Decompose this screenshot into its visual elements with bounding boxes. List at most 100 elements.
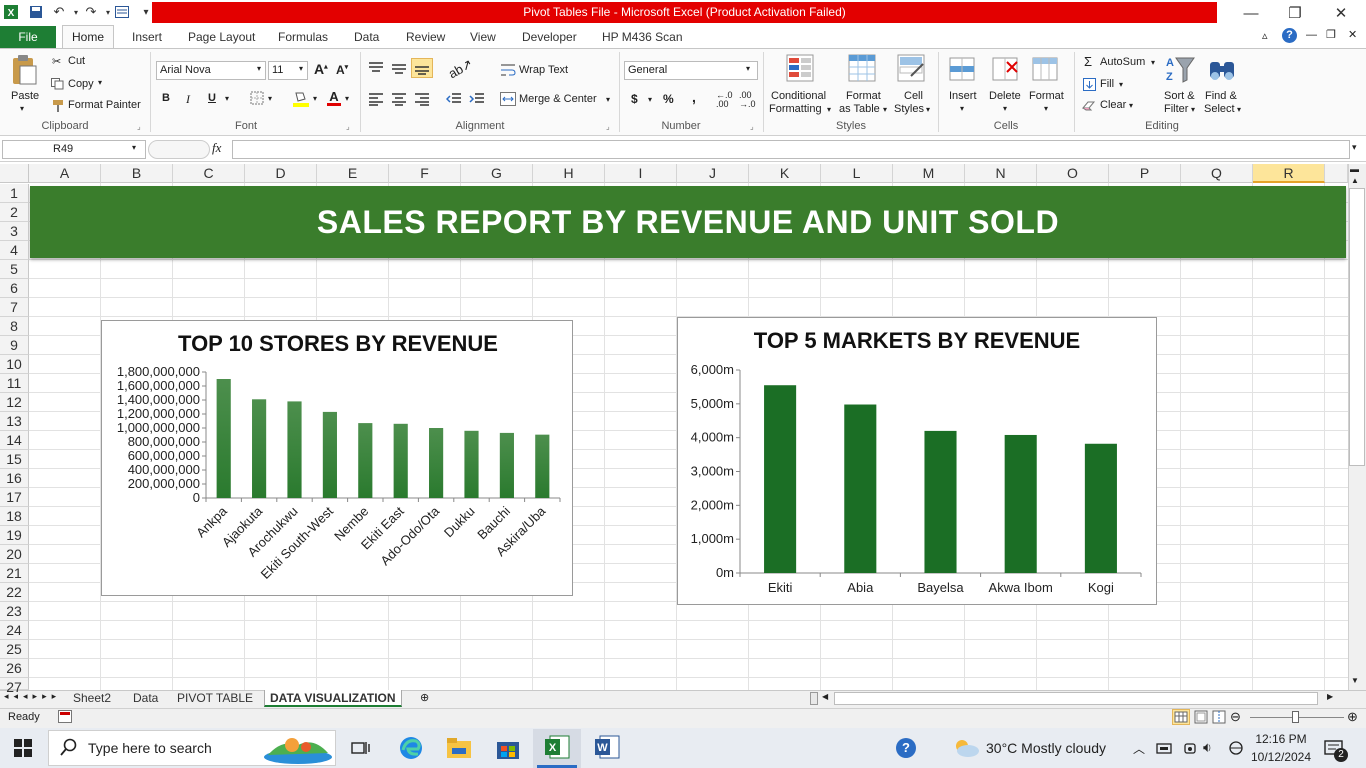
autosum-button[interactable]: AutoSum — [1100, 56, 1146, 68]
row-header[interactable]: 19 — [0, 526, 29, 545]
page-break-view-icon[interactable] — [1212, 710, 1226, 727]
sheet-tab[interactable]: Data — [133, 691, 159, 705]
fill-dropdown-icon[interactable]: ▾ — [1119, 80, 1124, 89]
clear-button[interactable]: Clear — [1100, 99, 1127, 111]
row-header[interactable]: 16 — [0, 469, 29, 488]
row-header[interactable]: 5 — [0, 260, 29, 279]
insert-cells-button[interactable]: Insert — [949, 90, 977, 102]
column-header[interactable]: A — [29, 164, 101, 183]
delete-cells-button[interactable]: Delete — [989, 90, 1021, 102]
weather-text[interactable]: 30°C Mostly cloudy — [986, 740, 1106, 756]
cell-styles-button-line2[interactable]: Styles — [894, 103, 924, 115]
macro-record-icon[interactable] — [58, 710, 72, 726]
scroll-left-icon[interactable]: ◀ — [822, 692, 829, 701]
underline-dropdown-icon[interactable]: ▾ — [225, 94, 230, 103]
conditional-formatting-button-line2[interactable]: Formatting — [769, 103, 822, 115]
format-dropdown-icon[interactable]: ▾ — [1044, 104, 1049, 113]
row-header[interactable]: 15 — [0, 450, 29, 469]
row-header[interactable]: 18 — [0, 507, 29, 526]
sort-filter-dropdown-icon[interactable]: ▾ — [1191, 105, 1196, 114]
column-header[interactable]: B — [101, 164, 173, 183]
font-name-select[interactable]: Arial Nova — [156, 61, 266, 80]
font-size-select[interactable]: 11 — [268, 61, 308, 80]
redo-dropdown-icon[interactable]: ▾ — [105, 7, 110, 17]
merge-center-button[interactable]: Merge & Center — [519, 93, 597, 105]
language-icon[interactable] — [1228, 740, 1244, 759]
align-right-icon[interactable] — [414, 92, 430, 109]
row-header[interactable]: 26 — [0, 659, 29, 678]
number-format-dropdown-icon[interactable]: ▾ — [746, 64, 751, 73]
row-header[interactable]: 24 — [0, 621, 29, 640]
italic-button[interactable]: I — [186, 92, 190, 106]
scroll-right-icon[interactable]: ▶ — [1327, 692, 1334, 701]
clock-date[interactable]: 10/12/2024 — [1250, 750, 1312, 764]
formula-bar-resize-handle[interactable] — [148, 140, 210, 159]
row-header[interactable]: 6 — [0, 279, 29, 298]
comma-button[interactable]: , — [692, 89, 696, 105]
increase-font-icon[interactable]: A▴ — [314, 61, 328, 77]
hscroll-split-handle[interactable] — [810, 692, 818, 705]
scroll-split-icon[interactable]: ▬ — [1350, 164, 1359, 174]
column-header[interactable]: D — [245, 164, 317, 183]
row-header[interactable]: 12 — [0, 393, 29, 412]
row-header[interactable]: 11 — [0, 374, 29, 393]
row-header[interactable]: 22 — [0, 583, 29, 602]
conditional-formatting-button[interactable]: Conditional — [771, 90, 827, 102]
page-layout-view-icon[interactable] — [1194, 710, 1208, 727]
conditional-dropdown-icon[interactable]: ▾ — [827, 105, 832, 114]
clock-time[interactable]: 12:16 PM — [1255, 732, 1307, 746]
column-header[interactable]: P — [1109, 164, 1181, 183]
vertical-scroll-thumb[interactable] — [1349, 188, 1365, 466]
formula-input[interactable] — [232, 140, 1350, 159]
sheet-tab-active[interactable]: DATA VISUALIZATION — [264, 690, 402, 707]
scroll-down-icon[interactable]: ▼ — [1351, 676, 1359, 685]
new-sheet-icon[interactable]: ⊕ — [420, 692, 430, 704]
column-header[interactable]: I — [605, 164, 677, 183]
help-icon[interactable]: ? — [1282, 28, 1297, 43]
notifications-icon[interactable] — [1324, 739, 1346, 762]
find-select-dropdown-icon[interactable]: ▾ — [1237, 105, 1242, 114]
fill-color-dropdown-icon[interactable]: ▾ — [313, 94, 318, 103]
find-select-button-line2[interactable]: Select — [1204, 103, 1235, 115]
column-header[interactable]: E — [317, 164, 389, 183]
redo-icon[interactable]: ↷ — [85, 4, 97, 19]
name-box[interactable]: R49 — [2, 140, 146, 159]
format-as-table-button[interactable]: Format — [846, 90, 881, 102]
tab-hp-scan[interactable]: HP M436 Scan — [602, 30, 683, 44]
increase-decimal-icon[interactable]: ←.0.00 — [716, 90, 733, 109]
tab-formulas[interactable]: Formulas — [278, 30, 329, 44]
column-header[interactable]: C — [173, 164, 245, 183]
number-launcher-icon[interactable]: ⌟ — [750, 122, 754, 131]
row-header[interactable]: 2 — [0, 203, 29, 222]
excel-taskbar-icon[interactable]: X — [544, 735, 570, 762]
show-hidden-icons-icon[interactable]: ︿ — [1133, 742, 1146, 756]
customize-qat-icon[interactable]: ▾ — [143, 6, 149, 18]
word-taskbar-icon[interactable]: W — [594, 735, 620, 762]
decrease-decimal-icon[interactable]: .00 →.0 — [739, 90, 756, 109]
save-icon[interactable] — [27, 3, 45, 21]
align-top-icon[interactable] — [368, 61, 384, 78]
row-header[interactable]: 14 — [0, 431, 29, 450]
zoom-in-icon[interactable]: ⊕ — [1347, 709, 1358, 724]
minimize-icon[interactable]: — — [1243, 4, 1259, 22]
increase-indent-icon[interactable] — [469, 92, 485, 109]
percent-button[interactable]: % — [663, 92, 674, 106]
align-middle-icon[interactable] — [391, 61, 407, 78]
column-header[interactable]: J — [677, 164, 749, 183]
decrease-font-icon[interactable]: A▾ — [336, 63, 349, 77]
tab-developer[interactable]: Developer — [522, 30, 577, 44]
align-bottom-icon[interactable] — [411, 58, 433, 78]
tab-file[interactable]: File — [0, 26, 56, 48]
wrap-text-button[interactable]: Wrap Text — [519, 64, 569, 76]
zoom-slider-thumb[interactable] — [1292, 711, 1299, 723]
volume-icon[interactable]: 🔉︎ — [1203, 739, 1212, 755]
store-icon[interactable] — [495, 736, 521, 763]
scroll-up-icon[interactable]: ▲ — [1351, 176, 1359, 185]
decrease-indent-icon[interactable] — [445, 92, 462, 109]
row-header[interactable]: 10 — [0, 355, 29, 374]
number-format-select[interactable]: General — [624, 61, 758, 80]
workbook-close-icon[interactable]: ✕ — [1348, 29, 1358, 41]
sort-filter-button-line2[interactable]: Filter — [1164, 103, 1189, 115]
autosum-dropdown-icon[interactable]: ▾ — [1151, 58, 1156, 67]
column-header[interactable]: M — [893, 164, 965, 183]
